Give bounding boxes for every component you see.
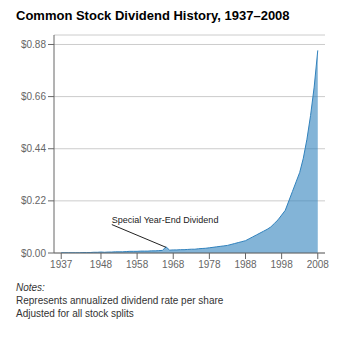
svg-text:1948: 1948 (90, 259, 113, 270)
html-text:Adjusted for all stock splits: Adjusted for all stock splits (16, 308, 134, 319)
svg-text:1998: 1998 (271, 259, 294, 270)
svg-text:1937: 1937 (50, 259, 73, 270)
svg-text:Special Year-End Dividend: Special Year-End Dividend (112, 215, 219, 225)
svg-text:$0.66: $0.66 (21, 91, 46, 102)
svg-text:$0.22: $0.22 (21, 195, 46, 206)
html-text:Common Stock Dividend History,: Common Stock Dividend History, 1937–2008 (16, 8, 290, 23)
html-text:Notes:: Notes: (16, 282, 45, 293)
svg-text:1978: 1978 (198, 259, 221, 270)
svg-text:1958: 1958 (126, 259, 149, 270)
svg-text:1968: 1968 (162, 259, 185, 270)
html-text:Represents annualized dividend: Represents annualized dividend rate per … (16, 295, 224, 306)
svg-text:2008: 2008 (307, 259, 330, 270)
svg-text:1988: 1988 (234, 259, 257, 270)
svg-text:$0.88: $0.88 (21, 39, 46, 50)
svg-text:$0.44: $0.44 (21, 143, 46, 154)
svg-text:$0.00: $0.00 (21, 248, 46, 259)
